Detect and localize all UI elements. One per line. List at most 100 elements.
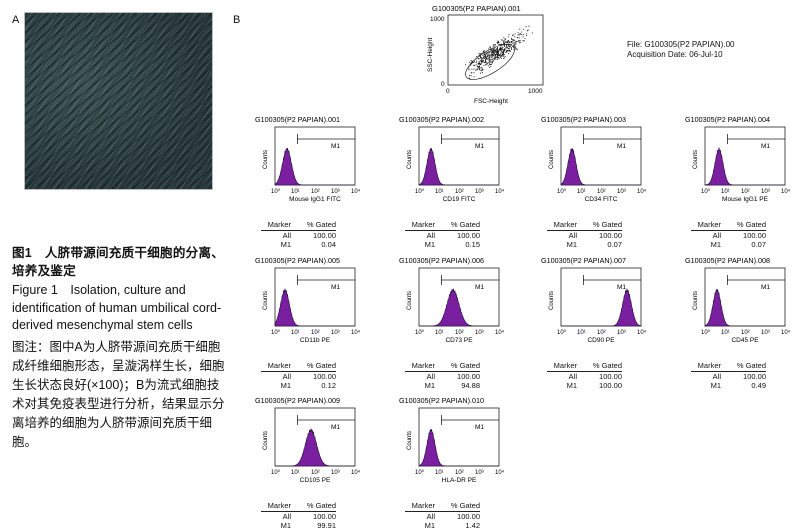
- file-info: File: G100305(P2 PAPIAN).00 Acquisition …: [627, 40, 734, 60]
- scatter-event: [474, 65, 476, 67]
- scatter-event: [503, 51, 505, 53]
- scatter-event: [501, 57, 503, 59]
- histogram-xtick: 10⁴: [495, 188, 505, 195]
- stat-gated: 100.00: [599, 381, 622, 390]
- scatter-event: [493, 50, 495, 52]
- stat-marker: All: [568, 230, 577, 240]
- scatter-event: [496, 47, 499, 49]
- panel-b-label: B: [233, 14, 241, 26]
- scatter-event: [473, 64, 475, 66]
- stat-row: All 100.00: [261, 231, 336, 241]
- scatter-event: [495, 58, 497, 60]
- stat-gated: 0.49: [751, 381, 766, 390]
- histogram-xtick: 10⁴: [351, 469, 361, 476]
- histogram-title: G100305(P2 PAPIAN).005: [255, 256, 340, 265]
- stat-row: M1 0.49: [691, 381, 766, 391]
- histogram-distribution: [274, 288, 355, 327]
- scatter-event: [497, 42, 500, 44]
- scatter-event: [505, 51, 507, 53]
- scatter-event: [515, 41, 517, 43]
- stat-header-marker: Marker: [267, 361, 291, 370]
- scatter-event: [486, 57, 488, 59]
- scatter-event: [468, 61, 470, 63]
- histogram-xtick: 10²: [455, 189, 464, 195]
- scatter-event: [499, 53, 501, 55]
- stat-table: Marker % Gated All 100.00 M1 0.49: [691, 361, 766, 391]
- scatter-event: [477, 67, 480, 69]
- scatter-event: [479, 68, 481, 70]
- stat-header-marker: Marker: [553, 361, 577, 370]
- scatter-event: [516, 36, 518, 39]
- stat-marker: All: [426, 230, 435, 240]
- histogram-ylabel: Counts: [693, 150, 699, 169]
- scatter-event: [473, 60, 475, 62]
- histogram-xtick: 10¹: [577, 330, 586, 336]
- histogram-xtick: 10⁴: [637, 188, 647, 195]
- scatter-event: [480, 70, 482, 72]
- scatter-event: [489, 55, 492, 57]
- stat-gated: 0.15: [465, 240, 480, 249]
- scatter-event: [482, 54, 484, 56]
- histogram-xtick: 10⁰: [557, 188, 567, 195]
- scatter-event: [517, 32, 519, 34]
- scatter-event: [494, 57, 496, 59]
- histogram-distribution: [704, 288, 785, 327]
- histogram-title: G100305(P2 PAPIAN).004: [685, 115, 770, 124]
- stat-header-gated: % Gated: [306, 361, 336, 370]
- scatter-event: [491, 54, 494, 56]
- scatter-event: [506, 46, 508, 48]
- stat-row: All 100.00: [691, 231, 766, 241]
- histogram-xtick: 10⁴: [637, 329, 647, 336]
- histogram-xtick: 10⁴: [495, 329, 505, 336]
- scatter-event: [504, 55, 506, 57]
- scatter-ytick-bottom: 0: [441, 81, 445, 88]
- scatter-event: [505, 47, 507, 49]
- scatter-event: [502, 46, 504, 49]
- scatter-event: [468, 77, 471, 79]
- scatter-event: [488, 48, 490, 50]
- scatter-event: [491, 61, 493, 63]
- histogram-xlabel: CD73 PE: [445, 337, 473, 344]
- scatter-event: [484, 64, 486, 66]
- stat-marker: M1: [424, 381, 435, 390]
- stat-header-gated: % Gated: [592, 220, 622, 229]
- scatter-event: [486, 54, 488, 56]
- scatter-event: [477, 63, 479, 65]
- histogram-title: G100305(P2 PAPIAN).009: [255, 396, 340, 405]
- scatter-event: [488, 65, 490, 67]
- scatter-event: [500, 39, 502, 41]
- scatter-event: [515, 42, 517, 45]
- stat-header-gated: % Gated: [306, 501, 336, 510]
- histogram-ylabel: Counts: [693, 291, 699, 310]
- scatter-event: [480, 63, 482, 65]
- scatter-event: [515, 48, 517, 50]
- histogram-xtick: 10¹: [577, 189, 586, 195]
- scatter-event: [510, 47, 512, 49]
- scatter-event: [481, 72, 483, 74]
- stat-table: Marker % Gated All 100.00 M1 0.07: [691, 220, 766, 250]
- scatter-event: [480, 60, 482, 62]
- histogram-xtick: 10²: [311, 330, 320, 336]
- scatter-gate: [465, 44, 515, 80]
- scatter-event: [504, 38, 506, 40]
- scatter-event: [502, 54, 504, 56]
- scatter-event: [495, 49, 497, 51]
- histogram-xtick: 10²: [311, 470, 320, 476]
- scatter-event: [521, 31, 523, 33]
- histogram-distribution: [561, 288, 642, 327]
- scatter-event: [519, 33, 521, 35]
- histogram-ylabel: Counts: [549, 150, 555, 169]
- histogram-xtick: 10⁰: [415, 329, 425, 336]
- scatter-event: [511, 38, 513, 40]
- stat-header-marker: Marker: [267, 501, 291, 510]
- stat-header-marker: Marker: [267, 220, 291, 229]
- scatter-event: [503, 41, 505, 43]
- scatter-event: [518, 42, 520, 44]
- scatter-event: [494, 54, 497, 56]
- scatter-event: [492, 45, 494, 47]
- scatter-event: [522, 40, 524, 42]
- scatter-event: [499, 46, 501, 48]
- stat-gated: 100.00: [313, 230, 336, 240]
- stat-gated: 100.00: [457, 511, 480, 521]
- histogram-xlabel: CD90 PE: [587, 337, 615, 344]
